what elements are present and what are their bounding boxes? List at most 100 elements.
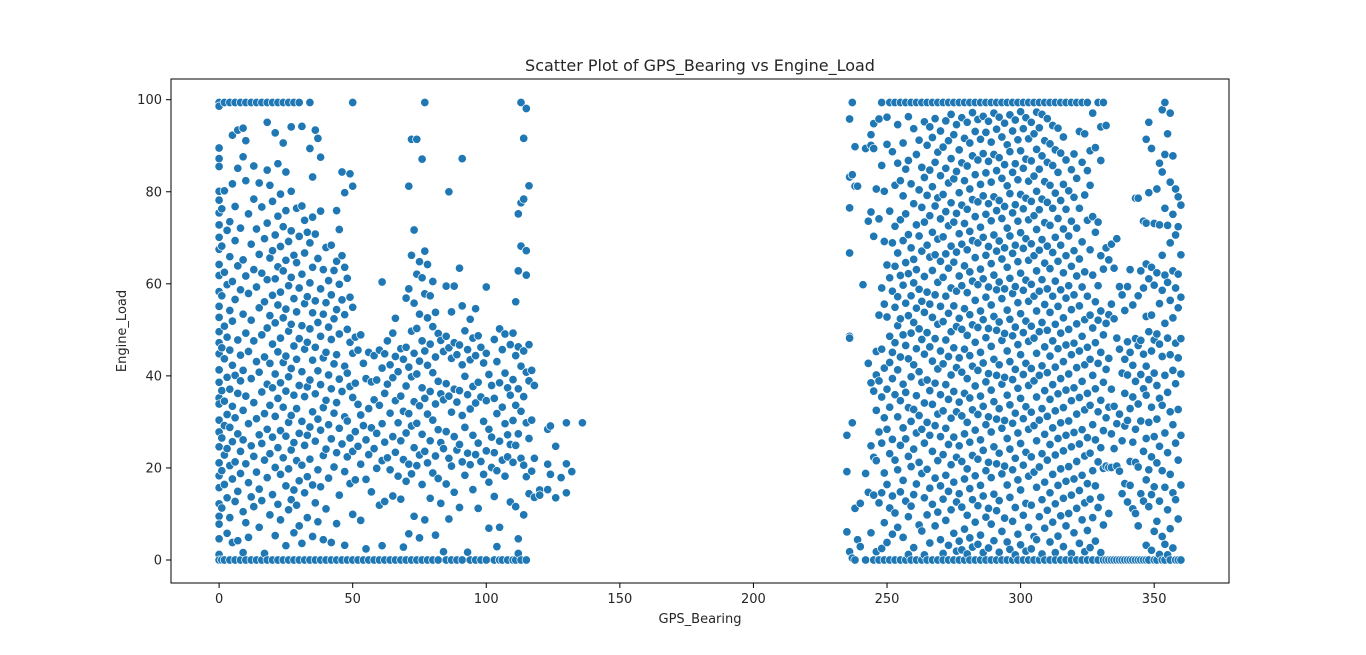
data-point — [1064, 462, 1074, 472]
data-point — [492, 357, 502, 367]
data-point — [1149, 482, 1159, 492]
data-point — [1088, 420, 1098, 430]
data-point — [1048, 380, 1058, 390]
data-point — [1114, 282, 1125, 292]
data-point — [422, 409, 433, 419]
y-tick-label: 80 — [145, 185, 162, 200]
data-point — [1149, 432, 1159, 442]
data-point — [1013, 175, 1023, 185]
data-point — [879, 518, 889, 528]
data-point — [350, 427, 360, 437]
data-point — [1061, 385, 1071, 395]
data-point — [1106, 429, 1116, 439]
data-point — [238, 309, 248, 319]
x-tick-label: 0 — [215, 592, 223, 607]
data-point — [302, 513, 312, 523]
data-point — [906, 372, 916, 382]
data-point — [1077, 237, 1087, 247]
data-point — [340, 310, 350, 320]
data-point — [992, 246, 1002, 256]
data-point — [882, 260, 892, 270]
data-point — [313, 317, 323, 328]
data-point — [332, 350, 342, 360]
data-point — [249, 502, 259, 512]
data-point — [238, 435, 248, 445]
data-point — [922, 510, 932, 520]
data-point — [986, 427, 996, 437]
data-point — [393, 418, 403, 428]
data-point — [901, 258, 911, 268]
data-point — [1066, 396, 1076, 406]
data-point — [1016, 350, 1026, 360]
data-point — [941, 515, 951, 525]
data-point — [1133, 462, 1143, 472]
data-point — [890, 302, 900, 312]
data-point — [1042, 284, 1052, 294]
data-point — [1058, 493, 1068, 503]
x-tick-label: 200 — [741, 592, 766, 607]
data-point — [404, 529, 414, 539]
data-point — [1085, 448, 1095, 458]
data-point — [1026, 279, 1036, 289]
data-point — [1168, 420, 1178, 430]
data-point — [275, 378, 286, 388]
data-point — [997, 213, 1007, 224]
data-point — [214, 312, 224, 322]
data-point — [286, 122, 296, 132]
data-point — [1112, 419, 1122, 429]
data-point — [887, 147, 897, 157]
data-point — [390, 351, 400, 362]
data-point — [409, 443, 419, 453]
data-point — [978, 445, 988, 455]
data-point — [1085, 245, 1095, 255]
data-point — [879, 468, 889, 478]
data-point — [1171, 495, 1181, 505]
data-point — [866, 528, 876, 538]
data-point — [1013, 383, 1023, 393]
data-point — [962, 510, 972, 520]
data-point — [425, 291, 435, 301]
data-point — [1074, 301, 1084, 311]
data-point — [238, 123, 248, 133]
data-point — [1120, 354, 1130, 364]
data-point — [543, 485, 553, 495]
data-point — [361, 435, 371, 445]
data-point — [321, 444, 331, 454]
data-point — [340, 262, 350, 272]
data-point — [1008, 465, 1018, 475]
data-point — [275, 189, 286, 199]
data-point — [973, 197, 983, 207]
data-point — [970, 126, 980, 137]
data-point — [903, 112, 913, 122]
data-point — [967, 495, 978, 505]
data-point — [273, 393, 283, 403]
data-point — [994, 236, 1004, 246]
data-point — [463, 547, 473, 557]
data-point — [243, 478, 254, 488]
data-point — [882, 424, 892, 434]
data-point — [377, 419, 387, 429]
data-point — [1042, 114, 1052, 124]
data-point — [294, 97, 304, 108]
data-point — [259, 455, 270, 465]
data-point — [1034, 205, 1044, 215]
data-point — [1056, 464, 1066, 474]
data-point — [340, 540, 350, 550]
data-point — [313, 465, 323, 475]
data-point — [219, 321, 229, 331]
data-point — [1141, 433, 1151, 444]
data-point — [992, 506, 1002, 516]
data-point — [954, 536, 964, 546]
data-point — [965, 226, 975, 236]
data-point — [1010, 115, 1020, 125]
data-point — [1045, 439, 1055, 450]
data-point — [273, 159, 283, 169]
data-point — [353, 441, 363, 451]
data-point — [1048, 336, 1058, 346]
data-point — [348, 302, 358, 312]
data-point — [1066, 490, 1076, 500]
data-point — [1069, 192, 1079, 202]
data-point — [983, 369, 994, 379]
data-point — [281, 304, 291, 314]
